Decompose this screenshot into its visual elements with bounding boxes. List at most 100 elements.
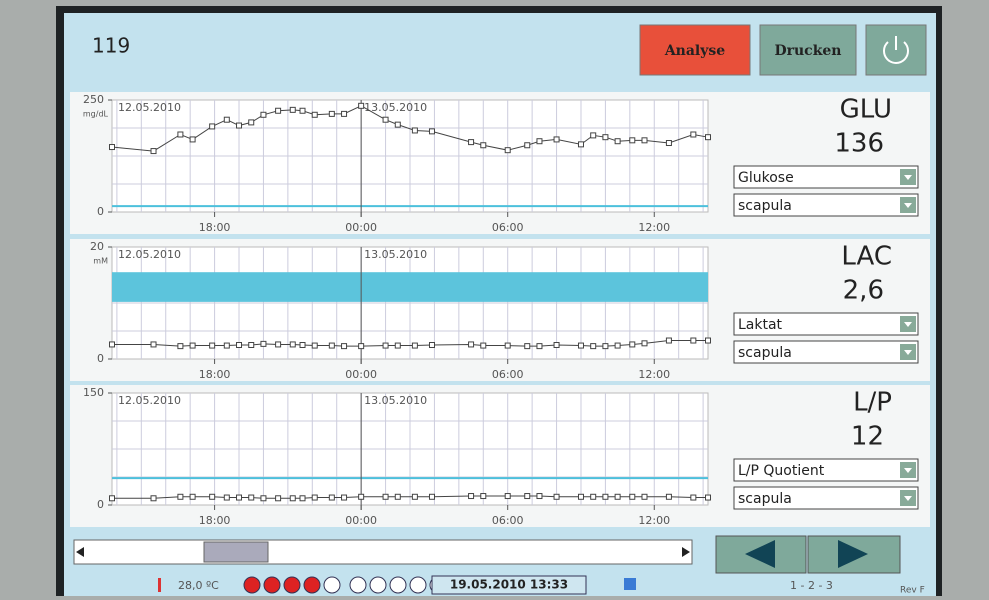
- data-point: [504, 147, 511, 154]
- data-point: [236, 122, 243, 129]
- data-point: [189, 342, 196, 349]
- data-point: [577, 493, 584, 500]
- unit-label: mM: [93, 257, 108, 266]
- data-point: [358, 343, 365, 350]
- drucken-label: Drucken: [774, 43, 841, 59]
- y-tick-label: 150: [83, 386, 104, 399]
- data-point: [641, 493, 648, 500]
- date-label: 13.05.2010: [364, 394, 427, 407]
- revision: Rev F: [900, 586, 925, 596]
- dropdown-arrow: [904, 175, 912, 180]
- data-point: [109, 144, 115, 151]
- data-point: [614, 493, 621, 500]
- y-tick-label: 250: [83, 93, 104, 106]
- dropdown[interactable]: [733, 312, 919, 336]
- data-point: [248, 494, 255, 501]
- data-point: [177, 343, 184, 350]
- data-point: [382, 493, 389, 500]
- data-point: [504, 342, 511, 349]
- data-point: [553, 136, 560, 143]
- vial: [303, 576, 321, 594]
- data-point: [602, 134, 609, 141]
- data-point: [590, 132, 597, 139]
- reference-band: [112, 272, 708, 302]
- data-point: [328, 494, 335, 501]
- data-point: [394, 121, 401, 128]
- data-point: [411, 342, 418, 349]
- analyse-button[interactable]: [639, 24, 751, 76]
- dropdown-text: Laktat: [738, 317, 783, 333]
- datetime-box: [431, 575, 587, 595]
- date-label: 12.05.2010: [118, 394, 181, 407]
- dropdown[interactable]: [733, 193, 919, 217]
- data-point: [223, 116, 230, 123]
- data-point: [209, 493, 216, 500]
- data-point: [109, 341, 115, 348]
- data-point: [524, 343, 531, 350]
- analyse-label: Analyse: [664, 43, 725, 59]
- data-point: [629, 341, 636, 348]
- y-tick-label: 0: [97, 352, 104, 365]
- data-point: [150, 148, 157, 155]
- scroll-thumb[interactable]: [203, 541, 269, 563]
- dropdown-text: scapula: [738, 491, 792, 507]
- data-point: [536, 493, 543, 500]
- data-point: [209, 342, 216, 349]
- data-point: [428, 342, 435, 348]
- data-point: [236, 494, 243, 501]
- data-point: [468, 493, 475, 500]
- data-point: [223, 494, 230, 501]
- x-tick-label: 12:00: [638, 514, 670, 527]
- datetime: 19.05.2010 13:33: [450, 578, 568, 592]
- vial: [263, 576, 281, 594]
- data-point: [248, 342, 255, 348]
- data-point: [311, 494, 318, 501]
- data-point: [299, 107, 306, 114]
- data-point: [189, 136, 196, 143]
- data-point: [553, 342, 560, 348]
- data-point: [553, 493, 560, 500]
- data-point: [275, 495, 282, 502]
- data-point: [275, 107, 282, 114]
- data-point: [602, 343, 609, 350]
- dropdown-arrow: [904, 496, 912, 501]
- x-tick-label: 06:00: [492, 368, 524, 381]
- data-point: [536, 138, 543, 145]
- dropdown[interactable]: [733, 458, 919, 482]
- data-point: [341, 494, 348, 501]
- data-point: [602, 493, 609, 500]
- data-point: [665, 493, 672, 500]
- drucken-button[interactable]: [759, 24, 857, 76]
- x-tick-label: 00:00: [345, 368, 377, 381]
- data-point: [705, 494, 711, 501]
- prev-icon: [745, 540, 775, 568]
- dropdown[interactable]: [733, 340, 919, 364]
- data-point: [524, 493, 531, 500]
- data-point: [468, 341, 475, 348]
- data-point: [260, 340, 267, 347]
- data-point: [275, 341, 282, 348]
- x-tick-label: 06:00: [492, 221, 524, 234]
- data-point: [690, 337, 697, 344]
- data-point: [629, 493, 636, 500]
- data-point: [536, 343, 543, 350]
- scrollbar[interactable]: [73, 539, 693, 565]
- parameter-name: LAC: [841, 242, 892, 272]
- temperature: 28,0 ºC: [178, 579, 219, 592]
- data-point: [394, 493, 401, 500]
- current-value: 12: [851, 422, 884, 452]
- data-point: [358, 493, 365, 500]
- dropdown-arrow: [904, 203, 912, 208]
- x-tick-label: 18:00: [199, 221, 231, 234]
- y-tick-label: 20: [90, 240, 104, 253]
- dropdown[interactable]: [733, 486, 919, 510]
- data-point: [289, 341, 296, 348]
- patient-id: 119: [92, 34, 130, 58]
- dropdown[interactable]: [733, 165, 919, 189]
- next-button[interactable]: [807, 535, 901, 574]
- data-point: [358, 102, 365, 109]
- data-point: [311, 342, 318, 349]
- vial: [409, 576, 427, 594]
- date-label: 12.05.2010: [118, 101, 181, 114]
- data-point: [428, 493, 435, 500]
